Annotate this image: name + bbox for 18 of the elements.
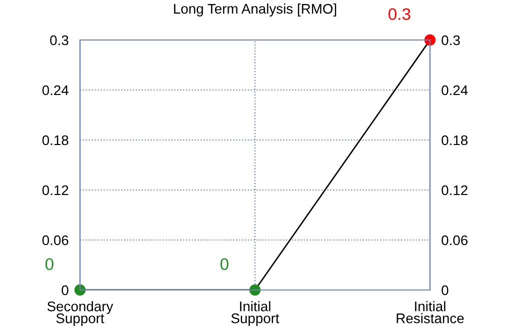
y2-tick-label: 0.24 bbox=[442, 85, 468, 96]
y-tick-label: 0.06 bbox=[42, 235, 68, 246]
data-label: 0 bbox=[220, 258, 228, 270]
y2-tick-label: 0.3 bbox=[442, 35, 460, 46]
y-tick-label: 0.3 bbox=[50, 35, 68, 46]
data-label: 0.3 bbox=[388, 8, 410, 20]
y2-tick-label: 0.06 bbox=[442, 235, 468, 246]
y2-tick-label: 0.18 bbox=[442, 135, 468, 146]
y-tick-label: 0.18 bbox=[42, 135, 68, 146]
x-tick-label: Secondary Support bbox=[47, 301, 114, 326]
x-tick-label: Initial Support bbox=[231, 301, 280, 326]
y-tick-label: 0.24 bbox=[42, 85, 68, 96]
y-tick-label: 0 bbox=[62, 285, 68, 296]
y2-tick-label: 0 bbox=[442, 285, 448, 296]
y-tick-label: 0.12 bbox=[42, 185, 68, 196]
x-tick-label: Initial Resistance bbox=[396, 301, 464, 324]
chart-title: Long Term Analysis [RMO] bbox=[174, 4, 336, 16]
y2-tick-label: 0.12 bbox=[442, 185, 468, 196]
